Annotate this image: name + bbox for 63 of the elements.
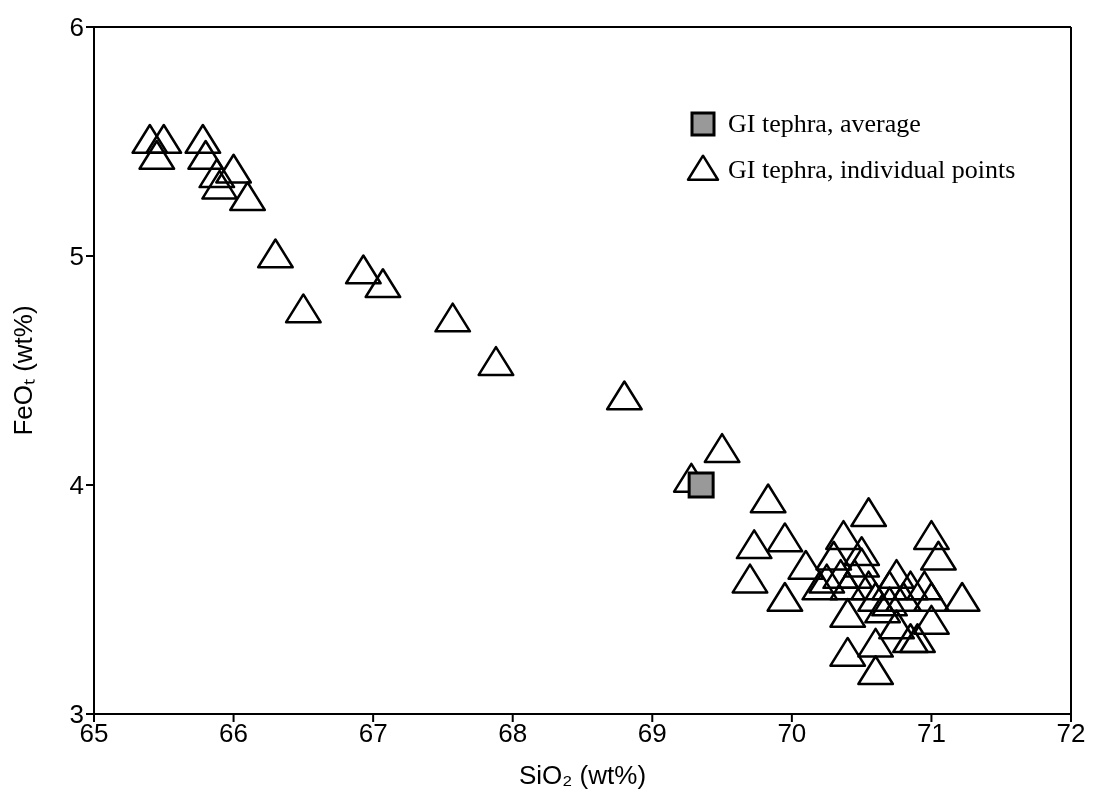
y-tick-label: 6 (69, 12, 84, 43)
point (131, 123, 169, 154)
point (198, 158, 236, 189)
point (364, 268, 402, 299)
point (344, 254, 382, 285)
point (229, 181, 267, 212)
x-tick-label: 70 (777, 718, 807, 749)
point (829, 636, 867, 667)
point (850, 497, 888, 528)
point (912, 519, 950, 551)
point (215, 153, 253, 184)
point (878, 609, 916, 640)
point (808, 563, 846, 594)
point (477, 345, 515, 377)
point (871, 570, 909, 601)
point (829, 597, 867, 629)
y-axis-title: FeOₜ (wt%) (8, 305, 38, 436)
x-tick-label: 68 (498, 718, 528, 749)
point (731, 563, 769, 594)
y-tick-label: 5 (69, 241, 84, 272)
point (857, 581, 895, 612)
x-tick-label: 67 (358, 718, 388, 749)
point (905, 570, 943, 601)
x-tick-label: 71 (916, 718, 946, 749)
point (871, 586, 909, 617)
point (878, 558, 916, 590)
point (145, 123, 183, 154)
point (434, 302, 472, 333)
x-tick-label: 69 (637, 718, 667, 749)
point (943, 581, 981, 612)
point (735, 529, 773, 560)
point (766, 581, 804, 612)
x-axis-title: SiO₂ (wt%) (518, 760, 647, 790)
point (857, 655, 895, 686)
point (843, 535, 881, 567)
x-tick-label: 66 (219, 718, 249, 749)
point (201, 169, 239, 200)
point (187, 139, 225, 171)
point (284, 293, 322, 324)
point (766, 522, 804, 553)
point (138, 139, 176, 171)
point (898, 622, 936, 654)
x-tick-label: 72 (1056, 718, 1086, 749)
point (843, 547, 881, 578)
point (919, 540, 957, 571)
y-tick-label: 4 (69, 470, 84, 501)
point (912, 604, 950, 635)
point (256, 238, 294, 269)
legend-label: GI tephra, average (728, 108, 921, 140)
point (815, 540, 853, 571)
point (801, 570, 839, 601)
point (605, 380, 643, 411)
point (864, 593, 902, 624)
point (857, 627, 895, 658)
point (912, 581, 950, 612)
legend-label: GI tephra, individual points (728, 154, 1016, 186)
point (184, 123, 222, 154)
point (885, 581, 923, 612)
point (749, 483, 787, 514)
point (703, 432, 741, 464)
point (825, 519, 862, 551)
point (787, 549, 825, 580)
point (891, 622, 929, 654)
